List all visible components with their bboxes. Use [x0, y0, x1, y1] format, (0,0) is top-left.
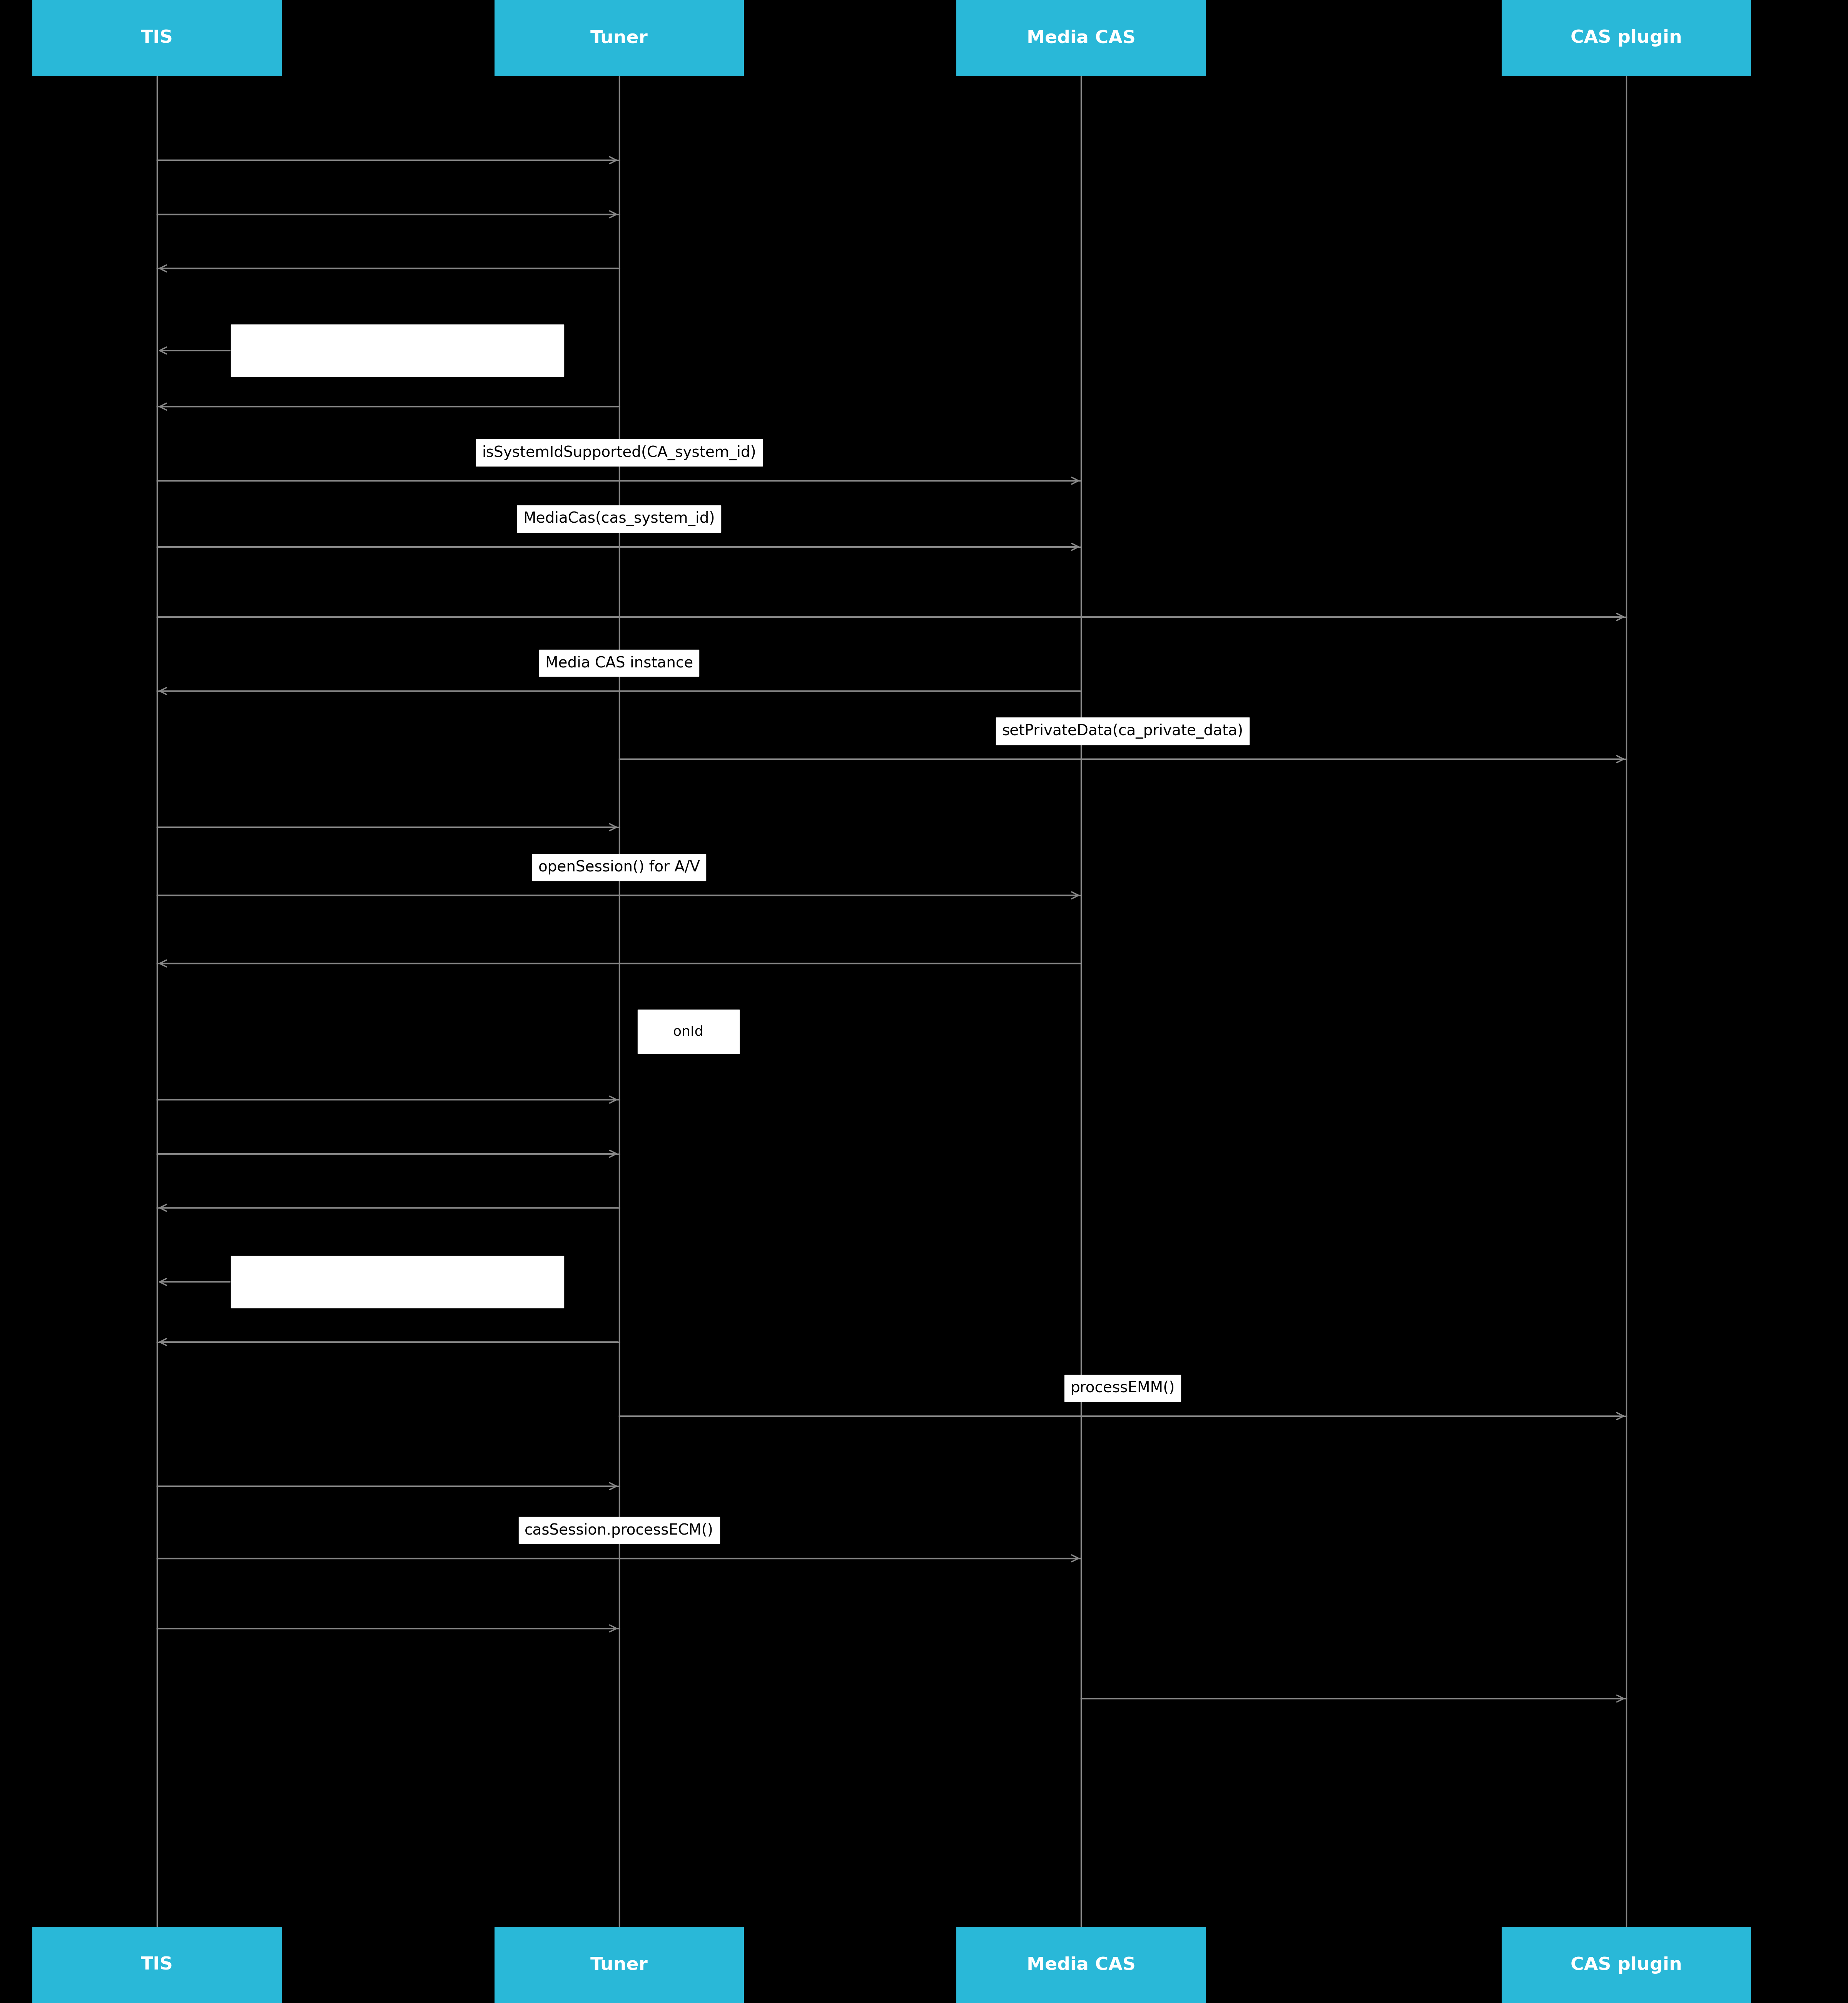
Text: Tuner: Tuner: [590, 1957, 649, 1973]
Text: CAS plugin: CAS plugin: [1571, 30, 1682, 46]
Text: onId: onId: [673, 1026, 704, 1038]
Bar: [231, 1256, 564, 1308]
Bar: [957, 0, 1205, 76]
Text: openSession() for A/V: openSession() for A/V: [538, 859, 700, 875]
Bar: [231, 324, 564, 377]
Bar: [1501, 0, 1752, 76]
Text: MediaCas(cas_system_id): MediaCas(cas_system_id): [523, 511, 715, 527]
Text: TIS: TIS: [140, 30, 174, 46]
Text: Tuner: Tuner: [590, 30, 649, 46]
Bar: [495, 0, 745, 76]
Bar: [638, 1010, 739, 1054]
Text: processEMM(): processEMM(): [1070, 1380, 1175, 1396]
Text: TIS: TIS: [140, 1957, 174, 1973]
Text: isSystemIdSupported(CA_system_id): isSystemIdSupported(CA_system_id): [482, 445, 756, 461]
Text: casSession.processECM(): casSession.processECM(): [525, 1522, 713, 1538]
Bar: [1501, 1927, 1752, 2003]
Text: Media CAS: Media CAS: [1027, 1957, 1135, 1973]
Bar: [33, 0, 283, 76]
Bar: [495, 1927, 745, 2003]
Text: setPrivateData(ca_private_data): setPrivateData(ca_private_data): [1002, 723, 1244, 739]
Text: Media CAS instance: Media CAS instance: [545, 655, 693, 671]
Bar: [33, 1927, 283, 2003]
Text: Media CAS: Media CAS: [1027, 30, 1135, 46]
Bar: [957, 1927, 1205, 2003]
Text: CAS plugin: CAS plugin: [1571, 1957, 1682, 1973]
